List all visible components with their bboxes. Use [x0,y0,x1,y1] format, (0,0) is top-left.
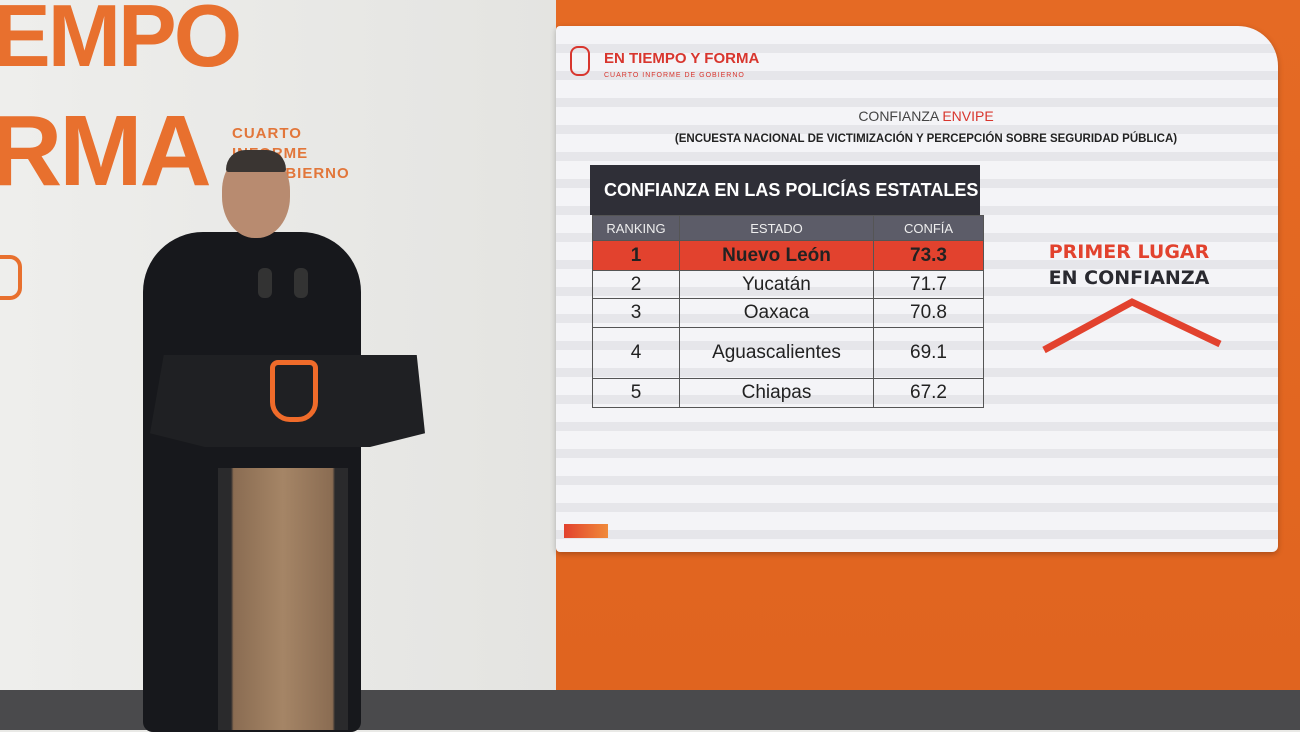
roof-chevron-icon [1042,298,1222,354]
presentation-screen: EN TIEMPO Y FORMA CUARTO INFORME DE GOBI… [556,26,1278,552]
column-header: ESTADO [679,215,874,241]
table-title: CONFIANZA EN LAS POLICÍAS ESTATALES [590,165,980,215]
first-place-badge: PRIMER LUGAR EN CONFIANZA [1026,239,1232,291]
rank-cell: 5 [592,378,680,408]
state-cell: Chiapas [679,378,874,408]
podium-emblem-icon [270,360,318,422]
logo-subtitle: CUARTO INFORME DE GOBIERNO [604,72,745,79]
heading-accent: ENVIPE [942,108,994,124]
table-header-row: RANKING ESTADO CONFÍA [592,215,984,241]
badge-line2: EN CONFIANZA [1048,267,1210,289]
backdrop-text-line2: RMA [0,95,212,207]
logo-emblem-icon [570,46,590,76]
backdrop-text-line1: EMPO [0,0,242,85]
value-cell: 73.3 [873,240,984,271]
backdrop-subtitle-line: CUARTO [232,125,302,142]
column-header: CONFÍA [873,215,984,241]
table-row: 3 Oaxaca 70.8 [592,298,984,328]
value-cell: 70.8 [873,298,984,328]
table-row: 1 Nuevo León 73.3 [592,240,984,271]
microphone-icon [258,268,272,298]
state-cell: Aguascalientes [679,327,874,379]
value-cell: 67.2 [873,378,984,408]
rank-cell: 4 [592,327,680,379]
slide-subheading: (ENCUESTA NACIONAL DE VICTIMIZACIÓN Y PE… [674,133,1178,145]
progress-accent-bar [564,524,608,538]
speaker-hair [226,150,286,172]
rank-cell: 1 [592,240,680,271]
heading-main: CONFIANZA [858,108,939,124]
column-header: RANKING [592,215,680,241]
emblem-icon [0,255,22,300]
slide-heading: CONFIANZA ENVIPE [556,108,1296,125]
state-cell: Yucatán [679,270,874,299]
logo-title: EN TIEMPO Y FORMA [604,50,760,67]
state-cell: Nuevo León [679,240,874,271]
microphone-icon [294,268,308,298]
value-cell: 69.1 [873,327,984,379]
state-cell: Oaxaca [679,298,874,328]
table-row: 4 Aguascalientes 69.1 [592,327,984,379]
podium-stand [218,468,348,730]
rank-cell: 2 [592,270,680,299]
badge-line1: PRIMER LUGAR [1048,241,1210,263]
table-row: 2 Yucatán 71.7 [592,270,984,299]
ranking-table: RANKING ESTADO CONFÍA 1 Nuevo León 73.3 … [592,215,984,408]
value-cell: 71.7 [873,270,984,299]
table-row: 5 Chiapas 67.2 [592,378,984,408]
rank-cell: 3 [592,298,680,328]
